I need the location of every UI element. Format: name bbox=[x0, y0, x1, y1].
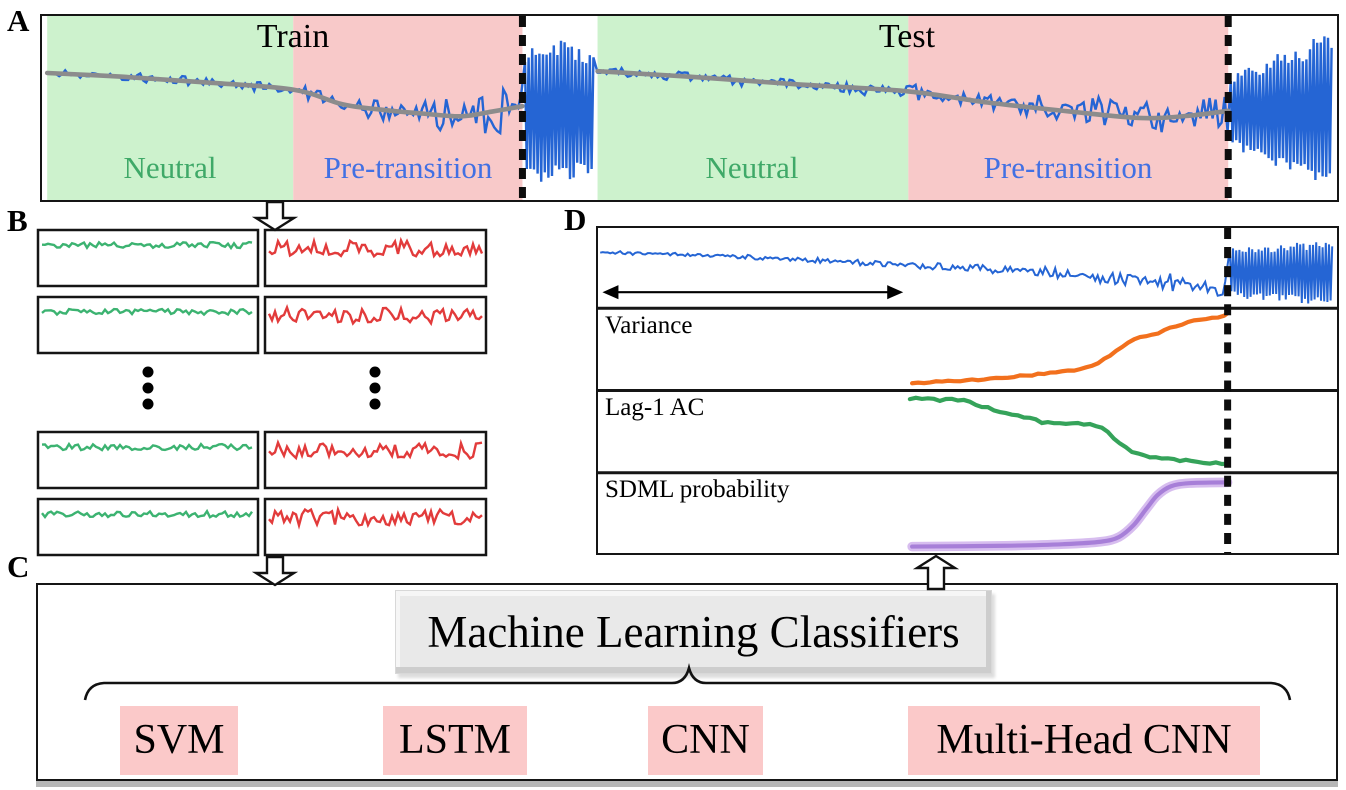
neutral-label-test: Neutral bbox=[705, 150, 799, 185]
neutral-sample-box-1 bbox=[36, 295, 260, 355]
panel-c-shadow bbox=[36, 781, 1338, 787]
variance-label: Variance bbox=[605, 312, 693, 339]
smoothed-trend-train bbox=[44, 70, 525, 119]
lag1-ac-curve bbox=[907, 395, 1230, 467]
neutral-sample-box-0 bbox=[36, 228, 260, 288]
test-title: Test bbox=[878, 18, 936, 55]
pre-transition-label-train: Pre-transition bbox=[323, 150, 493, 185]
sdml-probability-curve bbox=[910, 480, 1230, 549]
classifier-box-multi-head-cnn: Multi-Head CNN bbox=[908, 706, 1260, 775]
neutral-label-train: Neutral bbox=[123, 150, 217, 185]
d-raw-signal-line bbox=[600, 242, 1334, 304]
ellipsis-dot-1-0 bbox=[369, 366, 381, 378]
panel-a-plot bbox=[40, 14, 1339, 202]
panel-b-label: B bbox=[7, 203, 28, 238]
pre-transition-sample-box-3 bbox=[263, 497, 488, 557]
pre-transition-sample-line bbox=[268, 505, 483, 530]
pre-transition-sample-line bbox=[267, 304, 483, 327]
neutral-sample-box-3 bbox=[36, 497, 260, 557]
variance-curve bbox=[910, 311, 1230, 386]
sdml-probability-label: SDML probability bbox=[605, 476, 790, 503]
smoothed-trend-test bbox=[595, 68, 1231, 121]
neutral-sample-line bbox=[41, 441, 253, 452]
ellipsis-dot-0-0 bbox=[142, 366, 154, 378]
panel-b-samples bbox=[36, 228, 488, 557]
region-neutral-0 bbox=[47, 16, 294, 200]
pre-transition-label-test: Pre-transition bbox=[983, 150, 1153, 185]
arrow-b-to-c-icon bbox=[251, 555, 299, 587]
neutral-sample-box-2 bbox=[36, 430, 260, 490]
arrow-head-right-icon bbox=[887, 285, 904, 300]
ml-classifiers-header: Machine Learning Classifiers bbox=[395, 590, 992, 674]
train-title: Train bbox=[256, 18, 330, 55]
panel-d-chart bbox=[598, 228, 1337, 553]
pre-transition-sample-line bbox=[268, 236, 484, 259]
panel-a-chart bbox=[44, 16, 1333, 200]
pre-transition-sample-box-0 bbox=[263, 228, 488, 288]
panel-a-label: A bbox=[7, 3, 30, 38]
neutral-sample-line bbox=[41, 240, 253, 251]
pre-transition-sample-line bbox=[268, 438, 483, 461]
panel-d-label: D bbox=[564, 202, 587, 237]
ellipsis-dot-0-2 bbox=[142, 398, 154, 410]
classifier-box-svm: SVM bbox=[120, 706, 238, 775]
neutral-sample-line bbox=[41, 307, 253, 317]
region-neutral-2 bbox=[597, 16, 909, 200]
ellipsis-dot-1-2 bbox=[369, 398, 381, 410]
region-pre-transition-3 bbox=[908, 16, 1229, 200]
pre-transition-sample-box-2 bbox=[263, 430, 488, 490]
ellipsis-dot-1-1 bbox=[369, 382, 381, 394]
classifier-box-cnn: CNN bbox=[648, 706, 763, 775]
sdml-probability-glow bbox=[907, 477, 1233, 552]
ellipsis-dot-0-1 bbox=[142, 382, 154, 394]
neutral-sample-line bbox=[41, 508, 253, 519]
panel-c-label: C bbox=[7, 549, 30, 584]
classifier-box-lstm: LSTM bbox=[383, 706, 527, 775]
arrow-head-left-icon bbox=[602, 285, 619, 300]
panel-d-plot bbox=[596, 226, 1339, 555]
lag1-ac-label: Lag-1 AC bbox=[605, 394, 705, 421]
pre-transition-sample-box-1 bbox=[263, 295, 488, 355]
